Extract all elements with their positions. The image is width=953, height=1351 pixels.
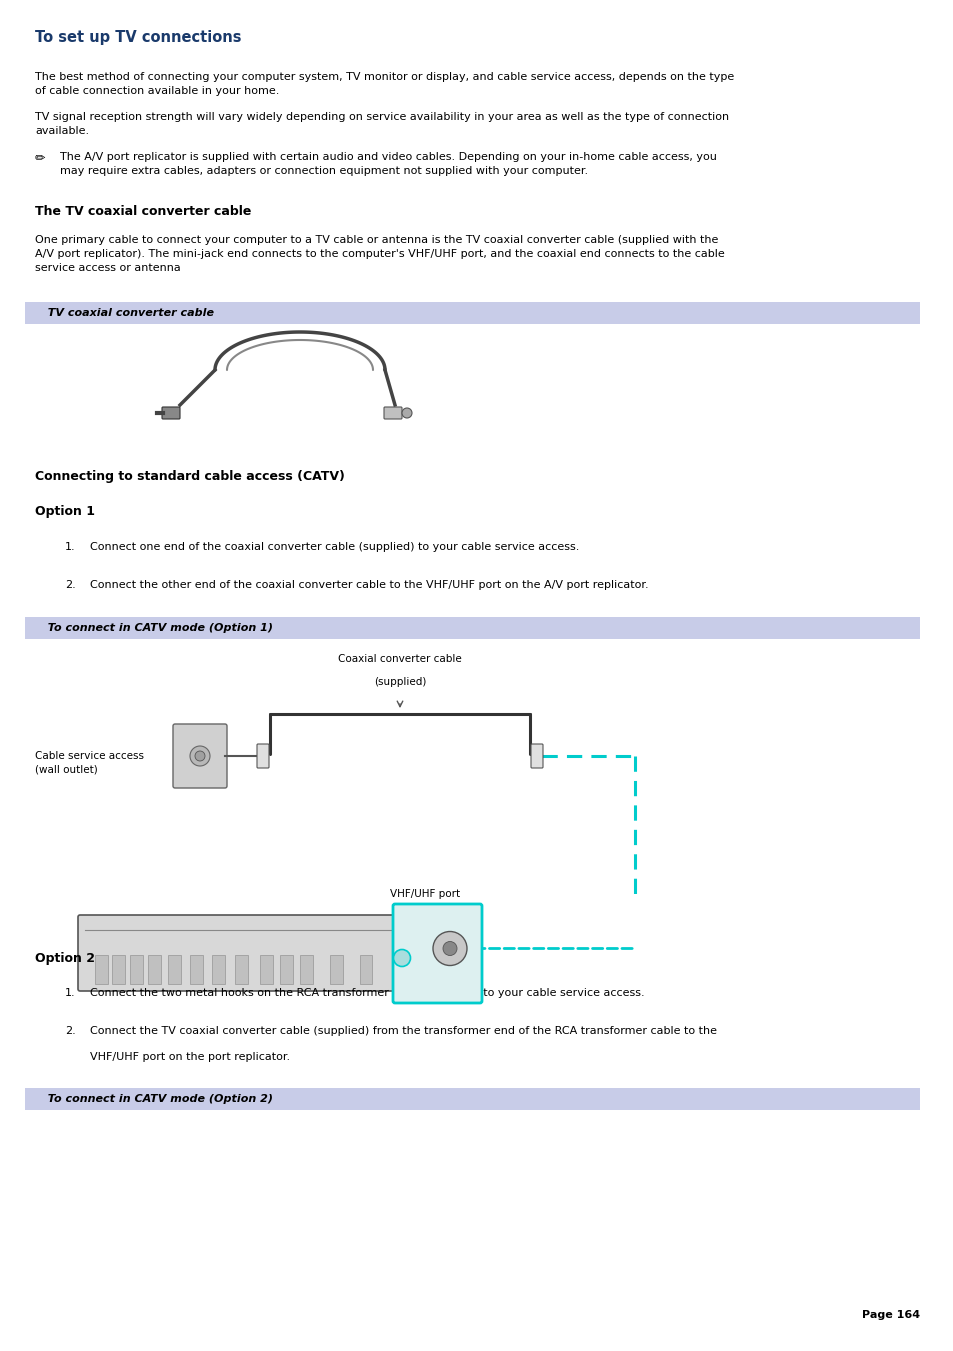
Text: VHF/UHF port: VHF/UHF port	[390, 889, 459, 898]
Text: 1.: 1.	[65, 988, 75, 998]
Text: Option 1: Option 1	[35, 505, 95, 517]
Text: VHF/UHF port on the port replicator.: VHF/UHF port on the port replicator.	[90, 1052, 290, 1062]
Text: One primary cable to connect your computer to a TV cable or antenna is the TV co: One primary cable to connect your comput…	[35, 235, 724, 273]
FancyBboxPatch shape	[384, 407, 401, 419]
FancyBboxPatch shape	[168, 955, 180, 984]
FancyBboxPatch shape	[299, 955, 313, 984]
Text: TV signal reception strength will vary widely depending on service availability : TV signal reception strength will vary w…	[35, 112, 728, 136]
FancyBboxPatch shape	[234, 955, 247, 984]
Text: To connect in CATV mode (Option 2): To connect in CATV mode (Option 2)	[40, 1094, 273, 1104]
Text: Coaxial converter cable: Coaxial converter cable	[337, 654, 461, 663]
FancyBboxPatch shape	[256, 744, 269, 767]
FancyBboxPatch shape	[279, 955, 293, 984]
FancyBboxPatch shape	[94, 955, 108, 984]
FancyBboxPatch shape	[130, 955, 142, 984]
Text: TV coaxial converter cable: TV coaxial converter cable	[40, 308, 213, 317]
Circle shape	[401, 408, 412, 417]
Text: To set up TV connections: To set up TV connections	[35, 30, 241, 45]
FancyBboxPatch shape	[393, 904, 481, 1002]
Text: The TV coaxial converter cable: The TV coaxial converter cable	[35, 205, 251, 218]
FancyBboxPatch shape	[172, 724, 227, 788]
Circle shape	[194, 751, 205, 761]
Circle shape	[433, 931, 467, 966]
FancyBboxPatch shape	[531, 744, 542, 767]
Bar	[25, 303, 919, 324]
Circle shape	[393, 950, 410, 966]
FancyBboxPatch shape	[259, 955, 273, 984]
FancyBboxPatch shape	[148, 955, 160, 984]
Text: Connect the two metal hooks on the RCA transformer cable (optional) to your cabl: Connect the two metal hooks on the RCA t…	[90, 988, 644, 998]
FancyBboxPatch shape	[112, 955, 125, 984]
Circle shape	[442, 942, 456, 955]
Text: Cable service access
(wall outlet): Cable service access (wall outlet)	[35, 751, 144, 774]
FancyBboxPatch shape	[212, 955, 224, 984]
Text: The A/V port replicator is supplied with certain audio and video cables. Dependi: The A/V port replicator is supplied with…	[60, 153, 716, 176]
Text: Connect the TV coaxial converter cable (supplied) from the transformer end of th: Connect the TV coaxial converter cable (…	[90, 1025, 717, 1036]
Text: Connecting to standard cable access (CATV): Connecting to standard cable access (CAT…	[35, 470, 345, 484]
FancyBboxPatch shape	[78, 915, 401, 992]
Text: Connect the other end of the coaxial converter cable to the VHF/UHF port on the : Connect the other end of the coaxial con…	[90, 580, 648, 590]
Text: ✏: ✏	[35, 153, 46, 165]
Text: (supplied): (supplied)	[374, 677, 426, 688]
Bar	[25, 617, 919, 639]
Text: The best method of connecting your computer system, TV monitor or display, and c: The best method of connecting your compu…	[35, 72, 734, 96]
FancyBboxPatch shape	[329, 955, 342, 984]
FancyBboxPatch shape	[162, 407, 180, 419]
FancyBboxPatch shape	[359, 955, 372, 984]
Text: 1.: 1.	[65, 542, 75, 553]
Text: Option 2: Option 2	[35, 952, 95, 965]
Text: Connect one end of the coaxial converter cable (supplied) to your cable service : Connect one end of the coaxial converter…	[90, 542, 578, 553]
Text: To connect in CATV mode (Option 1): To connect in CATV mode (Option 1)	[40, 623, 273, 634]
Bar	[25, 1088, 919, 1111]
Text: 2.: 2.	[65, 580, 75, 590]
FancyBboxPatch shape	[190, 955, 202, 984]
Text: 2.: 2.	[65, 1025, 75, 1036]
Circle shape	[190, 746, 210, 766]
Text: Page 164: Page 164	[861, 1310, 919, 1320]
